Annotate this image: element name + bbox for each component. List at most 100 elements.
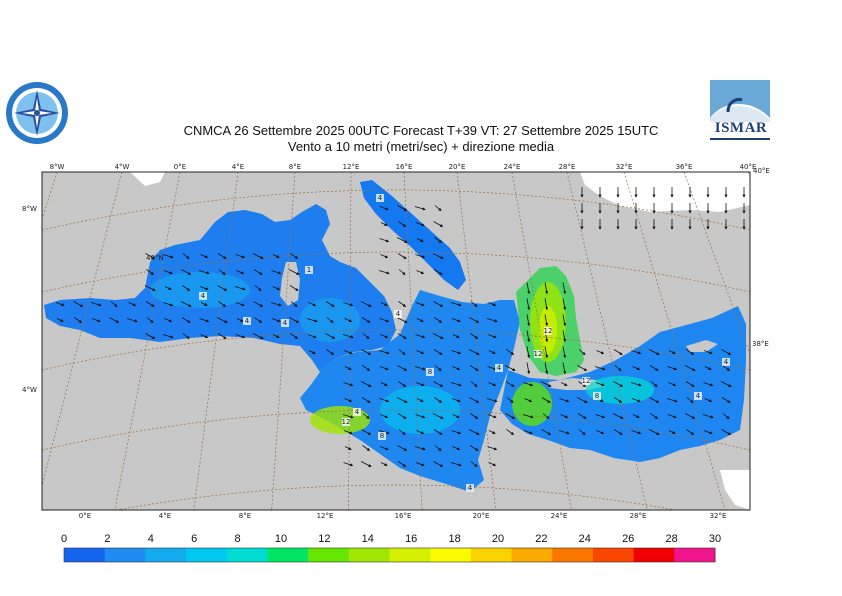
contour-label-bg xyxy=(199,292,207,300)
wind-arrow xyxy=(308,350,316,354)
high-wind-levant xyxy=(586,376,654,404)
wind-arrow xyxy=(398,429,406,436)
wind-arrow xyxy=(344,318,353,323)
wind-arrow xyxy=(415,302,425,307)
wind-arrow xyxy=(487,414,497,419)
wind-arrow xyxy=(526,330,531,343)
compass-logo-icon xyxy=(6,82,68,144)
wind-arrow xyxy=(379,238,390,243)
parallel-line xyxy=(42,409,750,451)
wind-arrow xyxy=(252,253,264,259)
legend-tick-label: 26 xyxy=(622,533,635,545)
legend-swatch xyxy=(64,548,106,562)
wind-arrow xyxy=(648,429,660,435)
wind-arrow xyxy=(468,429,480,435)
wind-arrow xyxy=(380,382,388,386)
graticule xyxy=(42,172,750,510)
italy-land xyxy=(322,196,416,286)
wind-arrow xyxy=(649,365,659,371)
wind-arrow xyxy=(379,446,389,451)
wind-arrow xyxy=(218,269,226,276)
contour-label-bg xyxy=(376,194,384,202)
wind-arrow xyxy=(145,333,156,339)
legend-tick-label: 0 xyxy=(60,533,68,545)
legend-swatch xyxy=(226,548,268,562)
legend-tick-label: 14 xyxy=(361,533,374,545)
wind-arrow xyxy=(235,254,246,259)
wind-arrow xyxy=(526,314,531,327)
wind-arrow xyxy=(434,237,443,243)
wind-arrow xyxy=(56,318,64,322)
wind-arrow xyxy=(704,366,712,370)
wind-arrow xyxy=(526,346,531,359)
wind-arrow xyxy=(198,270,210,275)
wind-arrow xyxy=(452,334,460,338)
parallel-line xyxy=(42,251,750,293)
wind-arrow xyxy=(146,317,154,324)
wind-arrow xyxy=(398,349,406,356)
wind-arrow xyxy=(306,318,318,323)
axis-labels-top: 8°W 4°W 0°E 4°E 8°E 12°E 16°E 20°E 24°E 28°E 32°E 3… xyxy=(50,163,757,171)
wind-arrow xyxy=(667,366,678,371)
wind-arrow xyxy=(361,429,372,435)
wind-arrow xyxy=(469,365,479,371)
wind-arrow xyxy=(236,270,245,275)
axis-label-top: 4°W xyxy=(115,163,130,171)
wind-arrow xyxy=(487,446,498,451)
wind-arrow xyxy=(380,302,388,306)
legend-tick-label: 22 xyxy=(535,533,548,545)
wind-arrow xyxy=(398,269,406,276)
wind-arrow xyxy=(360,461,372,467)
wind-arrow xyxy=(577,413,587,419)
wind-arrow xyxy=(433,349,443,355)
wind-arrow xyxy=(544,346,549,359)
legend-swatch xyxy=(470,548,513,562)
wind-arrow xyxy=(703,430,713,435)
wind-arrow xyxy=(199,318,210,323)
wind-arrow xyxy=(236,318,244,322)
axis-labels-right: 40°E 38°E xyxy=(752,167,770,348)
wind-arrow xyxy=(235,334,246,339)
contour-label: 4 xyxy=(696,392,701,400)
contour-label-bg xyxy=(281,319,289,327)
wind-arrow xyxy=(703,382,714,387)
wind-arrow xyxy=(128,302,137,307)
meridian-line xyxy=(511,172,572,510)
axis-label-right: 38°E xyxy=(752,340,769,348)
axis-label-top: 12°E xyxy=(343,163,360,171)
legend-swatch xyxy=(389,548,431,562)
legend-swatch xyxy=(430,548,472,562)
contour-label-bg xyxy=(544,327,552,335)
contour-label-bg xyxy=(582,377,590,385)
wind-arrow xyxy=(470,301,478,308)
contour-label-bg xyxy=(694,392,702,400)
wind-arrow xyxy=(270,302,282,307)
contour-label-bg xyxy=(342,418,350,426)
meridian-line xyxy=(456,172,497,510)
meridian-line xyxy=(623,172,726,510)
wind-arrow xyxy=(362,413,370,420)
wind-arrow xyxy=(126,318,138,323)
axis-labels-bottom: 0°E 4°E 8°E 12°E 16°E 20°E 24°E 28°E 32°E xyxy=(79,512,727,520)
outside-domain-top xyxy=(580,172,750,212)
wind-arrow xyxy=(199,286,209,291)
wind-arrow xyxy=(253,301,264,307)
wind-arrow xyxy=(450,302,462,307)
wind-arrow xyxy=(451,350,462,355)
legend-swatch xyxy=(552,548,594,562)
wind-arrow xyxy=(614,365,622,372)
wind-arrow xyxy=(162,254,174,259)
wind-arrow xyxy=(254,285,262,292)
legend-tick-label: 24 xyxy=(578,533,591,545)
wind-arrow xyxy=(182,333,190,340)
wind-arrow xyxy=(181,269,192,275)
contour-label-bg xyxy=(353,408,361,416)
wind-arrow xyxy=(289,285,299,291)
axis-label-bottom: 32°E xyxy=(710,512,727,520)
axis-label-top: 32°E xyxy=(616,163,633,171)
wind-arrow xyxy=(91,318,101,323)
wind-arrow xyxy=(469,445,479,451)
axis-label-left: 8°W xyxy=(22,205,37,213)
wind-arrow xyxy=(434,397,443,403)
wind-arrow xyxy=(235,302,245,307)
